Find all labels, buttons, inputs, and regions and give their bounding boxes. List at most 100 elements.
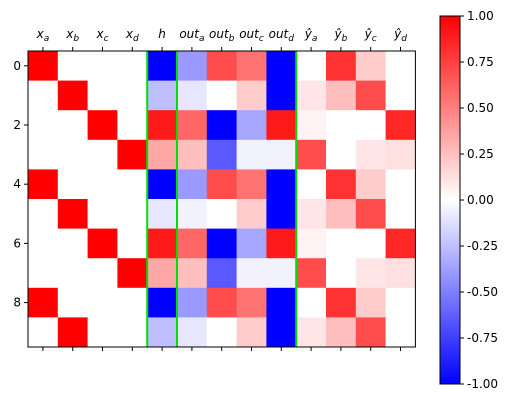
heatmap-cell-r4-c1	[57, 169, 88, 200]
colorbar-tick-label-7: -0.75	[467, 331, 498, 345]
colorbar-gradient	[439, 15, 461, 385]
heatmap-cell-r0-c10	[326, 51, 357, 81]
heatmap-cell-r8-c1	[57, 287, 88, 318]
heatmap-cell-r4-c11	[355, 169, 386, 200]
heatmap-cell-r7-c3	[117, 258, 148, 289]
heatmap-cell-r5-c7	[236, 199, 267, 229]
colorbar-ticks: 1.00 0.75 0.50 0.25 0.00 -0.25 -0.50 -0.75 -1.00	[460, 9, 498, 391]
heatmap-cell-r1-c12	[385, 80, 416, 111]
heatmap-cell-r9-c3	[117, 317, 148, 348]
heatmap-cell-r2-c4	[147, 110, 178, 141]
heatmap-cell-r9-c8	[266, 317, 297, 348]
colorbar-tick-label-8: -1.00	[467, 377, 498, 391]
heatmap-cell-r3-c0	[28, 139, 59, 170]
x-tick-label-3: xd	[125, 27, 139, 44]
x-tick-label-11: ŷc	[364, 27, 377, 44]
column-separators	[146, 51, 298, 347]
heatmap-cell-r2-c9	[296, 110, 327, 141]
colorbar-tick-label-1: 0.75	[467, 55, 494, 69]
heatmap-cell-r2-c11	[355, 110, 386, 141]
heatmap-cell-r0-c0	[28, 51, 59, 81]
heatmap-cell-r8-c4	[147, 287, 178, 318]
heatmap-cell-r1-c4	[147, 80, 178, 111]
x-tick-label-10: ŷb	[333, 27, 347, 44]
heatmap-cell-r7-c2	[87, 258, 118, 289]
heatmap-cell-r3-c3	[117, 139, 148, 170]
heatmap-cell-r4-c4	[147, 169, 178, 200]
heatmap-cell-r6-c3	[117, 228, 148, 259]
heatmap-cell-r4-c5	[177, 169, 208, 200]
heatmap-cell-r2-c1	[57, 110, 88, 141]
heatmap-cell-r7-c5	[177, 258, 208, 289]
heatmap-cell-r6-c12	[385, 228, 416, 259]
heatmap-cell-r4-c9	[296, 169, 327, 200]
heatmap-cell-r1-c1	[57, 80, 88, 111]
heatmap-cell-r2-c6	[206, 110, 237, 141]
heatmap-cell-r0-c12	[385, 51, 416, 81]
heatmap-cell-r6-c7	[236, 228, 267, 259]
x-tick-label-4: h	[158, 27, 166, 41]
heatmap-cell-r7-c7	[236, 258, 267, 289]
heatmap-cell-r5-c9	[296, 199, 327, 229]
y-tick-label-4: 4	[13, 177, 21, 191]
heatmap-cell-r7-c0	[28, 258, 59, 289]
y-tick-label-6: 6	[13, 236, 21, 250]
heatmap-cell-r2-c7	[236, 110, 267, 141]
heatmap-cell-r3-c6	[206, 139, 237, 170]
heatmap-cell-r5-c12	[385, 199, 416, 229]
heatmap-cell-r1-c11	[355, 80, 386, 111]
heatmap-cell-r6-c5	[177, 228, 208, 259]
heatmap-cell-r2-c5	[177, 110, 208, 141]
heatmap-cell-r0-c2	[87, 51, 118, 81]
heatmap-cell-r4-c12	[385, 169, 416, 200]
heatmap-cell-r8-c2	[87, 287, 118, 318]
heatmap-cell-r1-c0	[28, 80, 59, 111]
colorbar-tick-label-4: 0.00	[467, 193, 494, 207]
heatmap-cell-r1-c9	[296, 80, 327, 111]
heatmap-cell-r5-c1	[57, 199, 88, 229]
heatmap-cell-r9-c7	[236, 317, 267, 348]
heatmap-cell-r0-c6	[206, 51, 237, 81]
heatmap-cell-r7-c10	[326, 258, 357, 289]
y-tick-label-8: 8	[13, 296, 21, 310]
heatmap-cell-r8-c11	[355, 287, 386, 318]
heatmap-cell-r8-c12	[385, 287, 416, 318]
heatmap-cell-r5-c5	[177, 199, 208, 229]
heatmap-cell-r5-c2	[87, 199, 118, 229]
y-tick-label-0: 0	[13, 59, 21, 73]
heatmap-cell-r6-c10	[326, 228, 357, 259]
heatmap-cell-r3-c9	[296, 139, 327, 170]
y-tick-label-2: 2	[13, 118, 21, 132]
heatmap-cell-r0-c5	[177, 51, 208, 81]
x-tick-label-9: ŷa	[304, 27, 318, 44]
heatmap-cell-r6-c11	[355, 228, 386, 259]
heatmap-cell-r1-c10	[326, 80, 357, 111]
heatmap-cell-r8-c9	[296, 287, 327, 318]
heatmap-cell-r7-c4	[147, 258, 178, 289]
heatmap-cell-r9-c2	[87, 317, 118, 348]
x-tick-label-0: xa	[36, 27, 50, 44]
heatmap-cell-r8-c5	[177, 287, 208, 318]
heatmap-cell-r1-c6	[206, 80, 237, 111]
heatmap-cell-r7-c12	[385, 258, 416, 289]
heatmap-cell-r7-c9	[296, 258, 327, 289]
heatmap-cell-r5-c0	[28, 199, 59, 229]
heatmap-cell-r4-c0	[28, 169, 59, 200]
heatmap-cell-r6-c2	[87, 228, 118, 259]
heatmap-cell-r9-c1	[57, 317, 88, 348]
colorbar-tick-label-5: -0.25	[467, 239, 498, 253]
y-axis-ticks: 0 2 4 6 8	[13, 59, 28, 310]
heatmap-cell-r3-c4	[147, 139, 178, 170]
heatmap-cell-r9-c11	[355, 317, 386, 348]
heatmap-cell-r0-c4	[147, 51, 178, 81]
colorbar: 1.00 0.75 0.50 0.25 0.00 -0.25 -0.50 -0.75 -1.00	[439, 9, 498, 391]
heatmap-cell-r7-c1	[57, 258, 88, 289]
heatmap-cell-r5-c8	[266, 199, 297, 229]
heatmap-cell-r9-c4	[147, 317, 178, 348]
heatmap-cell-r5-c6	[206, 199, 237, 229]
colorbar-tick-label-6: -0.50	[467, 285, 498, 299]
x-tick-label-6: outb	[209, 27, 235, 44]
colorbar-tick-label-3: 0.25	[467, 147, 494, 161]
heatmap-cell-r1-c8	[266, 80, 297, 111]
